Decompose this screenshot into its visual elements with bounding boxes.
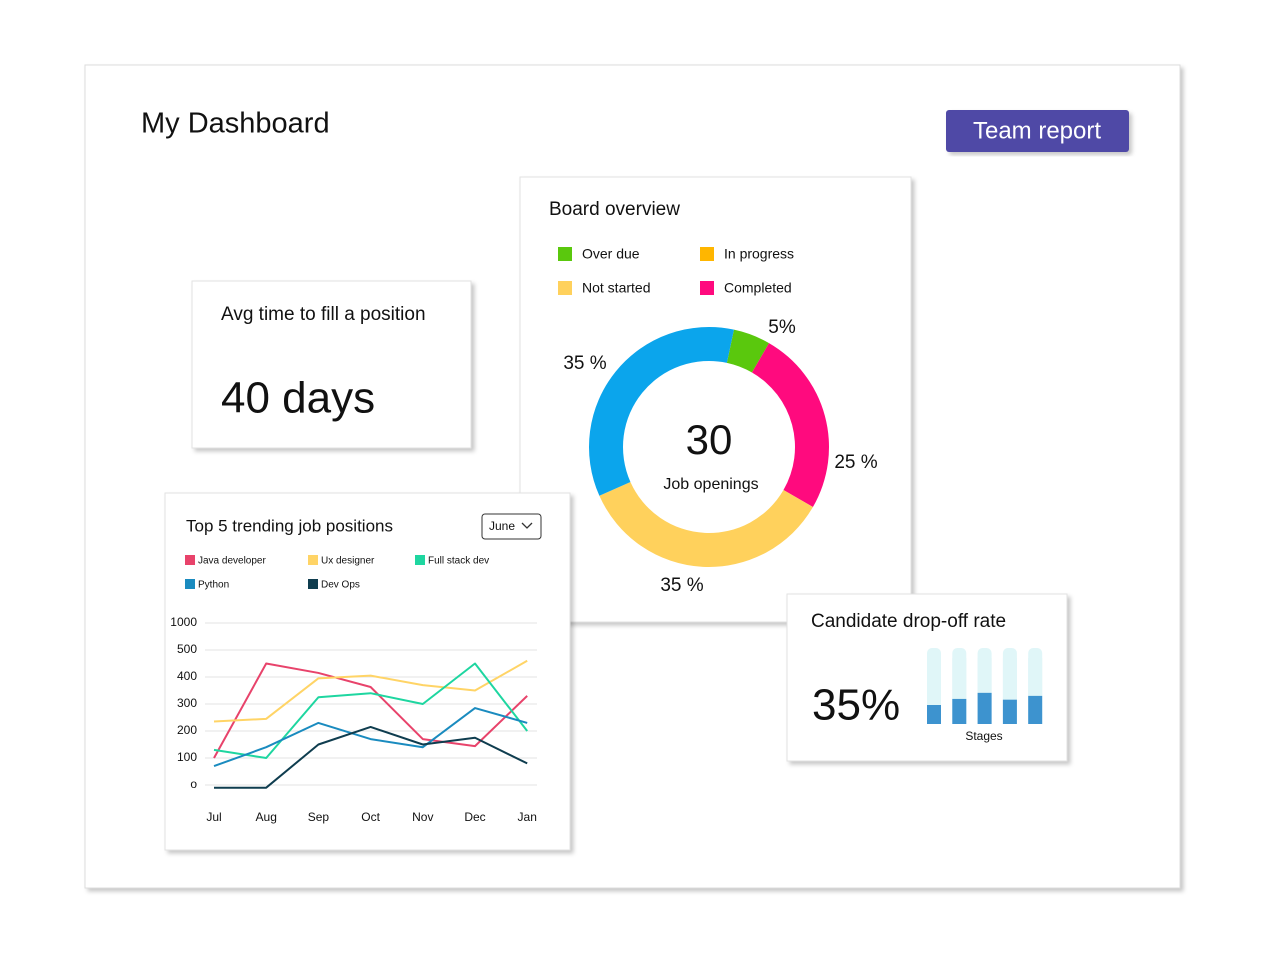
legend-swatch <box>185 555 195 565</box>
button-bg[interactable] <box>946 110 1129 152</box>
bar <box>977 692 992 724</box>
avg-time-card: Avg time to fill a position 40 days <box>191 280 472 449</box>
x-tick-label: Aug <box>256 810 277 824</box>
legend-swatch <box>700 281 714 295</box>
series-line <box>213 662 528 759</box>
x-tick-label: Dec <box>464 810 485 824</box>
legend-label: Ux designer <box>321 556 375 567</box>
legend-label: Python <box>198 580 229 591</box>
legend-swatch <box>308 579 318 589</box>
legend-swatch <box>185 579 195 589</box>
series-line <box>213 662 528 759</box>
donut-segment <box>589 327 734 496</box>
bar <box>927 705 941 724</box>
legend-label: Not started <box>582 280 650 296</box>
legend-label: Completed <box>724 280 792 296</box>
series-line <box>214 725 528 789</box>
y-tick-label: o <box>190 777 197 791</box>
card-title: Top 5 trending job positions <box>186 516 393 535</box>
bar <box>1028 695 1043 724</box>
card-title: Avg time to fill a position <box>221 304 426 325</box>
board-overview-card: Board overview 30 Job openings Over due I… <box>519 176 912 623</box>
legend-label: Full stack dev <box>428 556 489 567</box>
y-tick-label: 400 <box>177 669 197 683</box>
donut-segment <box>726 329 769 373</box>
x-tick-label: Jul <box>206 810 221 824</box>
legend-label: Over due <box>582 246 640 262</box>
legend-swatch <box>308 555 318 565</box>
x-axis-label: Stages <box>965 729 1002 743</box>
data-label: 35 % <box>660 575 703 596</box>
bar <box>1002 699 1017 724</box>
legend-label: Java developer <box>198 556 266 567</box>
y-tick-label: 100 <box>177 750 197 764</box>
card-value: 35% <box>812 681 900 730</box>
drop-off-card: Candidate drop-off rate 35% Stages <box>786 593 1068 762</box>
donut-segment <box>599 481 813 567</box>
trending-jobs-card: Top 5 trending job positions June Java d… <box>164 492 571 851</box>
legend-swatch <box>558 281 572 295</box>
y-tick-label: 500 <box>177 642 197 656</box>
y-tick-label: 200 <box>177 723 197 737</box>
dropdown-label[interactable]: June <box>489 519 515 533</box>
legend-label: Dev Ops <box>321 580 360 591</box>
legend-swatch <box>415 555 425 565</box>
card-value: 40 days <box>221 374 375 423</box>
page-title: My Dashboard <box>141 108 330 140</box>
team-report-button[interactable]: Team report <box>946 110 1129 152</box>
card-bg <box>164 492 571 851</box>
x-tick-label: Nov <box>412 810 433 824</box>
series-line <box>213 659 528 723</box>
legend-swatch <box>558 247 572 261</box>
legend-swatch <box>700 247 714 261</box>
button-label[interactable]: Team report <box>973 117 1101 144</box>
series-line <box>213 707 528 768</box>
data-label: 35 % <box>563 353 606 374</box>
y-tick-label: 300 <box>177 696 197 710</box>
x-tick-label: Jan <box>518 810 537 824</box>
card-title: Board overview <box>549 199 680 220</box>
bar <box>952 698 967 724</box>
donut-segment <box>752 343 829 507</box>
month-dropdown[interactable]: June <box>481 513 542 540</box>
center-label: Job openings <box>663 476 758 493</box>
legend-label: In progress <box>724 246 794 262</box>
dropdown-bg[interactable] <box>481 513 542 540</box>
center-value: 30 <box>686 416 733 463</box>
dropdown-chevron[interactable] <box>521 522 533 529</box>
data-label: 25 % <box>834 452 877 473</box>
card-title: Candidate drop-off rate <box>811 611 1006 632</box>
card-bg <box>191 280 472 449</box>
data-label: 5% <box>768 317 796 338</box>
x-tick-label: Oct <box>361 810 380 824</box>
x-tick-label: Sep <box>308 810 330 824</box>
y-tick-label: 1000 <box>170 615 197 629</box>
